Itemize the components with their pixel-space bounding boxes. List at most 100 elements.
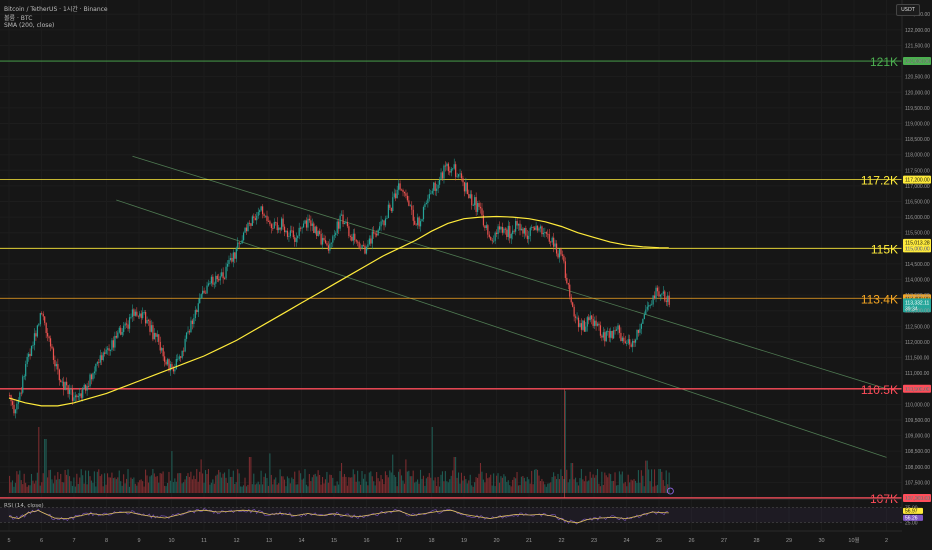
volume-bar (599, 486, 601, 493)
volume-bar (275, 477, 277, 493)
candle-body (528, 236, 530, 240)
candle-body (36, 325, 38, 337)
volume-bar (400, 475, 403, 493)
volume-bar (105, 484, 107, 493)
candle-body (535, 225, 537, 230)
candle-body (377, 229, 379, 236)
volume-bar (260, 470, 262, 493)
currency-button[interactable]: USDT (896, 4, 920, 16)
volume-bar (58, 479, 60, 493)
volume-bar (67, 469, 69, 493)
volume-bar (343, 474, 346, 493)
volume-bar (490, 474, 492, 493)
time-tick-label: 28 (753, 538, 759, 544)
candle-body (197, 303, 199, 313)
candle-body (338, 221, 340, 229)
candle-body (80, 393, 82, 398)
candle-body (289, 230, 291, 237)
time-tick-label: 2 (885, 538, 888, 544)
candle-body (115, 335, 117, 338)
volume-bar (434, 477, 436, 493)
volume-bar (626, 486, 628, 493)
volume-bar (237, 469, 239, 493)
rsi-band (0, 507, 902, 523)
volume-bar (550, 482, 552, 493)
rsi-ma-line (8, 509, 669, 524)
time-tick-label: 21 (526, 538, 532, 544)
candle-body (393, 193, 395, 198)
candle-body (319, 231, 321, 234)
candle-body (216, 275, 218, 280)
candle-body (564, 261, 566, 278)
candle-body (276, 222, 278, 231)
time-tick-label: 16 (363, 538, 369, 544)
volume-bar (354, 474, 356, 493)
volume-bar (389, 470, 391, 493)
candle-body (548, 234, 550, 242)
candle-body (522, 228, 524, 234)
candle-body (477, 203, 479, 212)
volume-bar (17, 474, 19, 493)
candle-body (403, 191, 406, 194)
candle-body (332, 236, 334, 243)
volume-bar (624, 481, 626, 493)
candle-body (443, 165, 445, 179)
volume-bar (101, 474, 103, 493)
time-tick-label: 30 (818, 538, 824, 544)
candle-body (516, 221, 518, 226)
volume-bar (365, 481, 367, 493)
candle-body (305, 220, 308, 228)
candle-body (223, 278, 226, 280)
candle-body (525, 227, 527, 236)
candle-body (210, 276, 213, 284)
candle-body (146, 320, 148, 324)
volume-bar (595, 475, 597, 493)
volume-bar (510, 486, 512, 493)
volume-bar (102, 486, 104, 493)
candle-body (457, 174, 460, 177)
rsi-ma-badge (903, 514, 923, 521)
candle-body (225, 266, 227, 279)
volume-bar (428, 473, 430, 493)
candle-body (414, 220, 416, 225)
volume-bar (617, 485, 619, 493)
volume-bar (594, 477, 596, 493)
volume-bar (218, 469, 220, 493)
volume-bar (251, 484, 253, 493)
volume-bar (90, 480, 92, 493)
time-tick-label: 13 (266, 538, 272, 544)
time-tick-label: 24 (623, 538, 629, 544)
time-tick-label: 20 (493, 538, 499, 544)
volume-bar (82, 475, 84, 493)
price-tick-label: 114,500.00 (905, 262, 930, 268)
candle-body (620, 332, 622, 342)
volume-bar (444, 471, 446, 493)
time-tick-label: 17 (396, 538, 402, 544)
candle-body (41, 313, 43, 315)
volume-bar (190, 471, 192, 493)
candle-body (327, 245, 330, 251)
volume-bar (547, 483, 549, 493)
volume-bar (327, 482, 329, 493)
volume-bar (36, 472, 38, 493)
price-tick-label: 107,000.00 (905, 496, 930, 502)
volume-bar (300, 473, 302, 493)
volume-bar (319, 475, 321, 493)
time-tick-label: 29 (786, 538, 792, 544)
candle-body (301, 227, 303, 229)
candle-body (39, 313, 41, 325)
candle-body (314, 226, 316, 233)
volume-bar (558, 479, 560, 493)
volume-bar (662, 480, 664, 493)
candle-body (140, 313, 142, 319)
volume-bar (254, 484, 256, 493)
candle-body (436, 188, 438, 191)
candle-body (586, 317, 588, 327)
candle-body (121, 331, 123, 335)
volume-bar (96, 471, 98, 493)
candle-body (127, 324, 129, 329)
candle-body (218, 279, 220, 281)
candle-body (93, 371, 96, 374)
candle-body (64, 381, 66, 390)
